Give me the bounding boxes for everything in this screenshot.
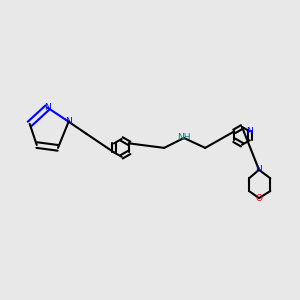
Text: N: N xyxy=(256,165,262,174)
Text: N: N xyxy=(44,103,51,112)
Text: NH: NH xyxy=(177,134,191,142)
Text: N: N xyxy=(246,127,253,136)
Text: N: N xyxy=(65,117,72,126)
Text: O: O xyxy=(256,194,262,202)
